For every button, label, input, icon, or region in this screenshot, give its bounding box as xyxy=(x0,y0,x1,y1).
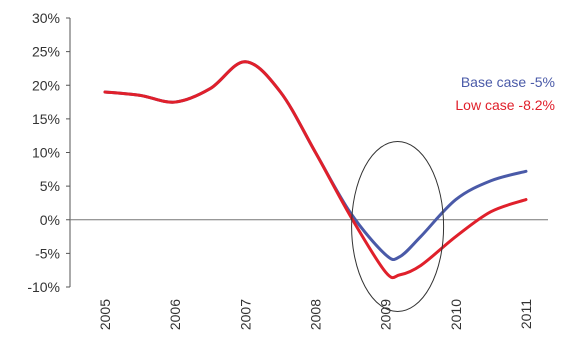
y-tick-label: 0% xyxy=(40,212,60,228)
trough-annotation-ellipse xyxy=(351,140,445,312)
y-tick-label: -10% xyxy=(27,279,60,295)
y-axis: 30% 25% 20% 15% 10% 5% 0% -5% -10% xyxy=(27,10,71,295)
x-tick-label: 2007 xyxy=(237,299,253,330)
y-tick-label: 20% xyxy=(32,77,60,93)
x-tick-label: 2010 xyxy=(448,299,464,330)
x-tick-label: 2005 xyxy=(97,299,113,330)
legend-label-low-case: Low case -8.2% xyxy=(455,97,555,113)
legend: Base case -5% Low case -8.2% xyxy=(455,74,555,113)
x-tick-label: 2009 xyxy=(378,299,394,330)
series-lines xyxy=(103,60,528,280)
y-tick-label: 15% xyxy=(32,111,60,127)
y-tick-label: 30% xyxy=(32,10,60,26)
x-tick-label: 2008 xyxy=(308,299,324,330)
x-tick-label: 2006 xyxy=(167,299,183,330)
x-tick-label: 2011 xyxy=(518,299,534,329)
series-line-low-case xyxy=(103,60,528,280)
y-tick-label: 5% xyxy=(40,178,60,194)
y-tick-label: -5% xyxy=(35,245,60,261)
y-tick-label: 25% xyxy=(32,44,60,60)
y-tick-label: 10% xyxy=(32,145,60,161)
x-axis: 2005 2006 2007 2008 2009 2010 2011 xyxy=(70,219,548,330)
legend-label-base-case: Base case -5% xyxy=(461,74,555,90)
